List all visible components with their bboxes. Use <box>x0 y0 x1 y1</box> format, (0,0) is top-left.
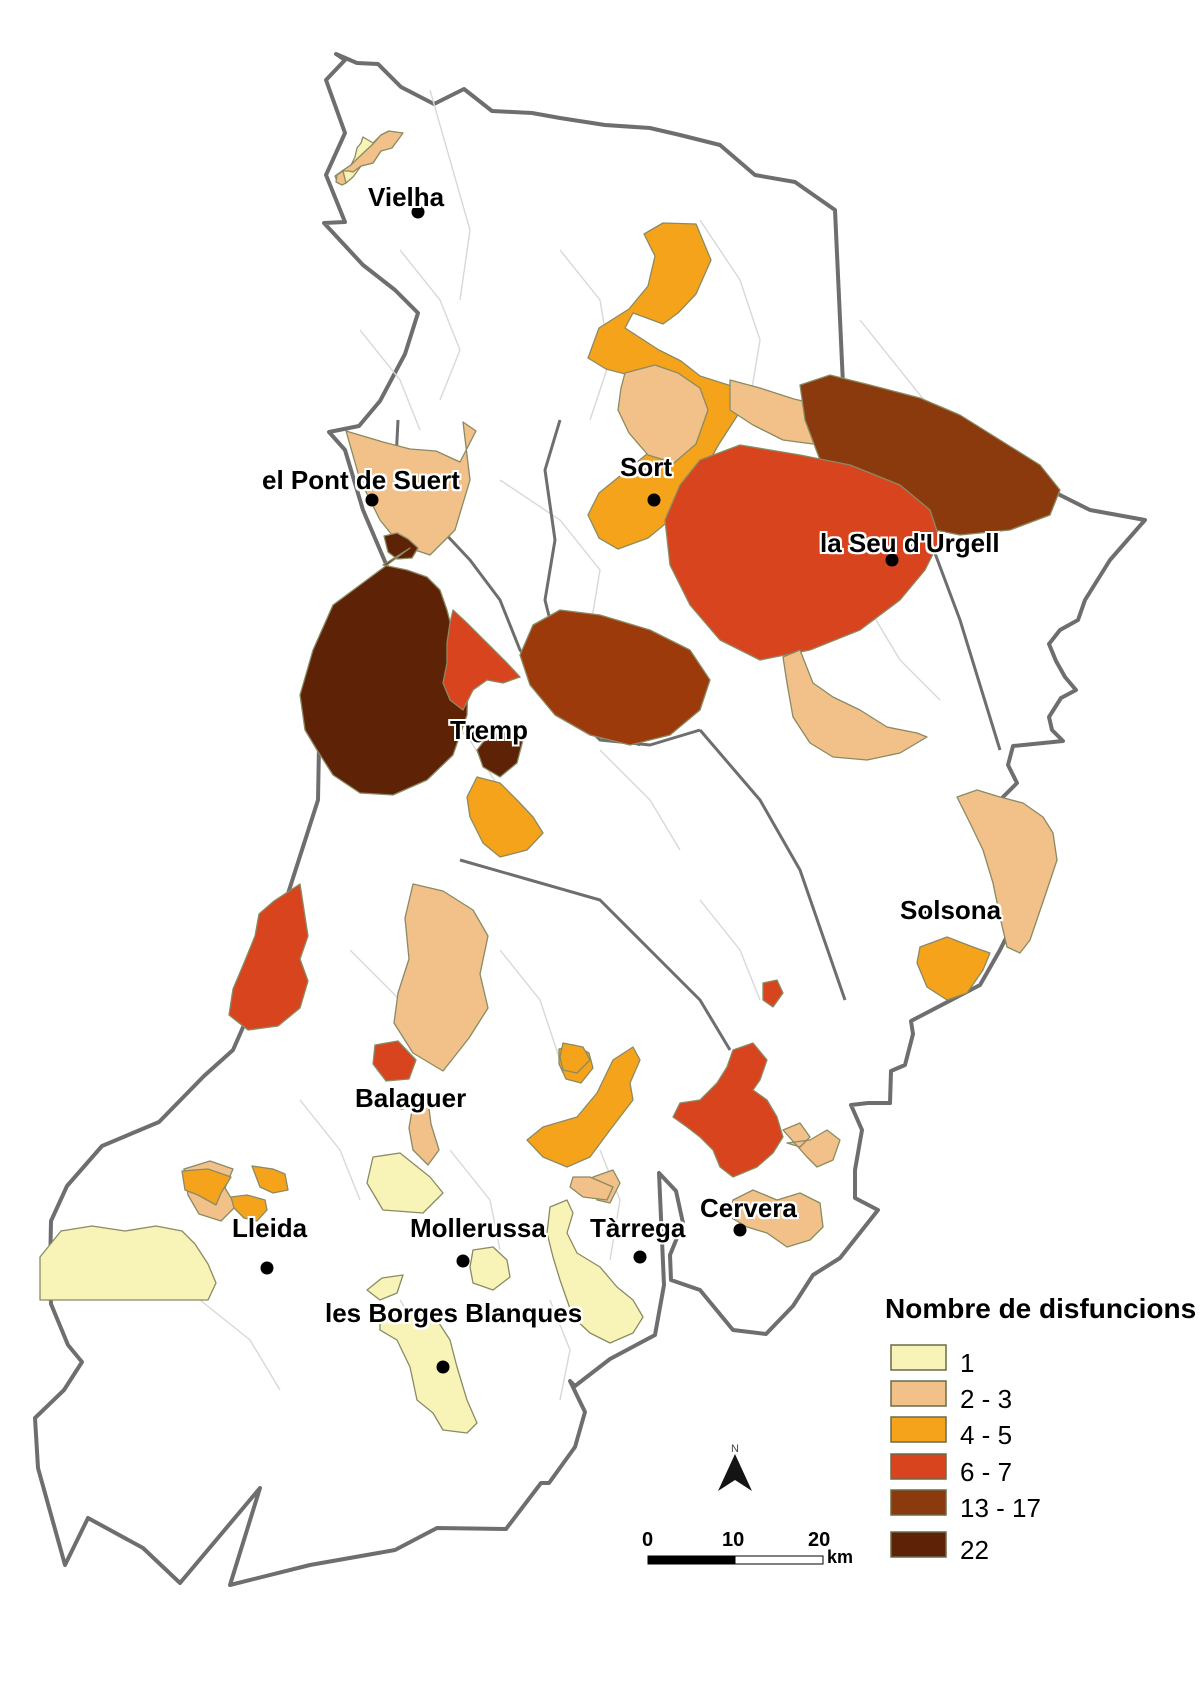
svg-text:km: km <box>827 1547 853 1567</box>
svg-text:0: 0 <box>642 1529 653 1551</box>
svg-text:N: N <box>731 1443 739 1455</box>
svg-text:10: 10 <box>722 1529 744 1551</box>
